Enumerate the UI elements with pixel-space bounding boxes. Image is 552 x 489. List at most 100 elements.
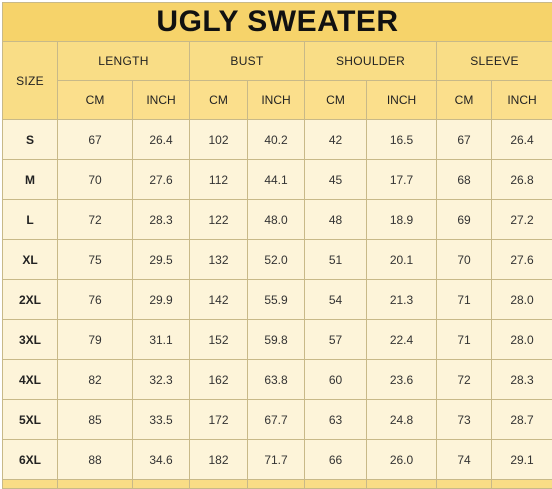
measurement-cell: 60	[305, 360, 367, 400]
measurement-cell: 79	[58, 320, 133, 360]
measurement-cell: 88	[58, 440, 133, 480]
unit-header: INCH	[367, 81, 437, 120]
measurement-cell: 29.9	[133, 280, 190, 320]
measurement-cell: 48	[305, 200, 367, 240]
measurement-cell: 74	[437, 440, 492, 480]
unit-row: CM INCH CM INCH CM INCH CM INCH	[3, 81, 552, 120]
measurement-cell: 112	[190, 160, 248, 200]
footer-cell	[133, 480, 190, 489]
measurement-cell: 59.8	[248, 320, 305, 360]
measurement-cell: 26.4	[133, 120, 190, 160]
measurement-cell: 18.9	[367, 200, 437, 240]
measurement-cell: 26.4	[492, 120, 552, 160]
measurement-cell: 27.2	[492, 200, 552, 240]
measurement-cell: 57	[305, 320, 367, 360]
measurement-cell: 21.3	[367, 280, 437, 320]
unit-header: INCH	[133, 81, 190, 120]
chart-title: UGLY SWEATER	[3, 3, 552, 42]
measurement-cell: 67.7	[248, 400, 305, 440]
table-footer	[3, 480, 552, 489]
measurement-cell: 29.1	[492, 440, 552, 480]
measurement-cell: 162	[190, 360, 248, 400]
title-row: UGLY SWEATER	[3, 3, 552, 42]
measurement-cell: 66	[305, 440, 367, 480]
size-cell: M	[3, 160, 58, 200]
measurement-cell: 182	[190, 440, 248, 480]
footer-cell	[58, 480, 133, 489]
unit-header: CM	[190, 81, 248, 120]
bust-header: BUST	[190, 42, 305, 81]
measurement-cell: 28.3	[133, 200, 190, 240]
size-cell: 2XL	[3, 280, 58, 320]
measurement-cell: 102	[190, 120, 248, 160]
footer-cell	[190, 480, 248, 489]
measurement-cell: 17.7	[367, 160, 437, 200]
measurement-cell: 28.0	[492, 280, 552, 320]
sleeve-header: SLEEVE	[437, 42, 552, 81]
shoulder-header: SHOULDER	[305, 42, 437, 81]
measurement-cell: 26.0	[367, 440, 437, 480]
measurement-cell: 76	[58, 280, 133, 320]
measurement-cell: 122	[190, 200, 248, 240]
size-cell: 3XL	[3, 320, 58, 360]
measurement-cell: 51	[305, 240, 367, 280]
measurement-cell: 28.3	[492, 360, 552, 400]
measurement-cell: 71.7	[248, 440, 305, 480]
size-header: SIZE	[3, 42, 58, 120]
unit-header: INCH	[248, 81, 305, 120]
measurement-cell: 48.0	[248, 200, 305, 240]
measurement-cell: 34.6	[133, 440, 190, 480]
measurement-cell: 71	[437, 320, 492, 360]
footer-cell	[305, 480, 367, 489]
footer-cell	[367, 480, 437, 489]
measurement-cell: 82	[58, 360, 133, 400]
unit-header: INCH	[492, 81, 552, 120]
unit-header: CM	[305, 81, 367, 120]
measurement-cell: 172	[190, 400, 248, 440]
size-cell: L	[3, 200, 58, 240]
measurement-cell: 132	[190, 240, 248, 280]
measurement-cell: 63.8	[248, 360, 305, 400]
measurement-cell: 32.3	[133, 360, 190, 400]
size-cell: 4XL	[3, 360, 58, 400]
measurement-cell: 63	[305, 400, 367, 440]
measurement-cell: 70	[437, 240, 492, 280]
size-cell: 5XL	[3, 400, 58, 440]
measurement-cell: 23.6	[367, 360, 437, 400]
measurement-cell: 54	[305, 280, 367, 320]
unit-header: CM	[58, 81, 133, 120]
measurement-cell: 71	[437, 280, 492, 320]
measurement-cell: 27.6	[492, 240, 552, 280]
measurement-cell: 68	[437, 160, 492, 200]
measurement-cell: 31.1	[133, 320, 190, 360]
measurement-cell: 152	[190, 320, 248, 360]
measurement-cell: 73	[437, 400, 492, 440]
measurement-cell: 24.8	[367, 400, 437, 440]
length-header: LENGTH	[58, 42, 190, 81]
footer-cell	[248, 480, 305, 489]
footer-cell	[492, 480, 552, 489]
size-cell: 6XL	[3, 440, 58, 480]
measurement-cell: 67	[58, 120, 133, 160]
footer-cell	[437, 480, 492, 489]
measurement-cell: 55.9	[248, 280, 305, 320]
measurement-cell: 20.1	[367, 240, 437, 280]
measurement-cell: 22.4	[367, 320, 437, 360]
measurement-cell: 45	[305, 160, 367, 200]
measurement-cell: 40.2	[248, 120, 305, 160]
measurement-cell: 26.8	[492, 160, 552, 200]
measurement-cell: 72	[437, 360, 492, 400]
measurement-cell: 67	[437, 120, 492, 160]
measurement-cell: 28.7	[492, 400, 552, 440]
measurement-cell: 69	[437, 200, 492, 240]
measurement-cell: 44.1	[248, 160, 305, 200]
measurement-cell: 85	[58, 400, 133, 440]
